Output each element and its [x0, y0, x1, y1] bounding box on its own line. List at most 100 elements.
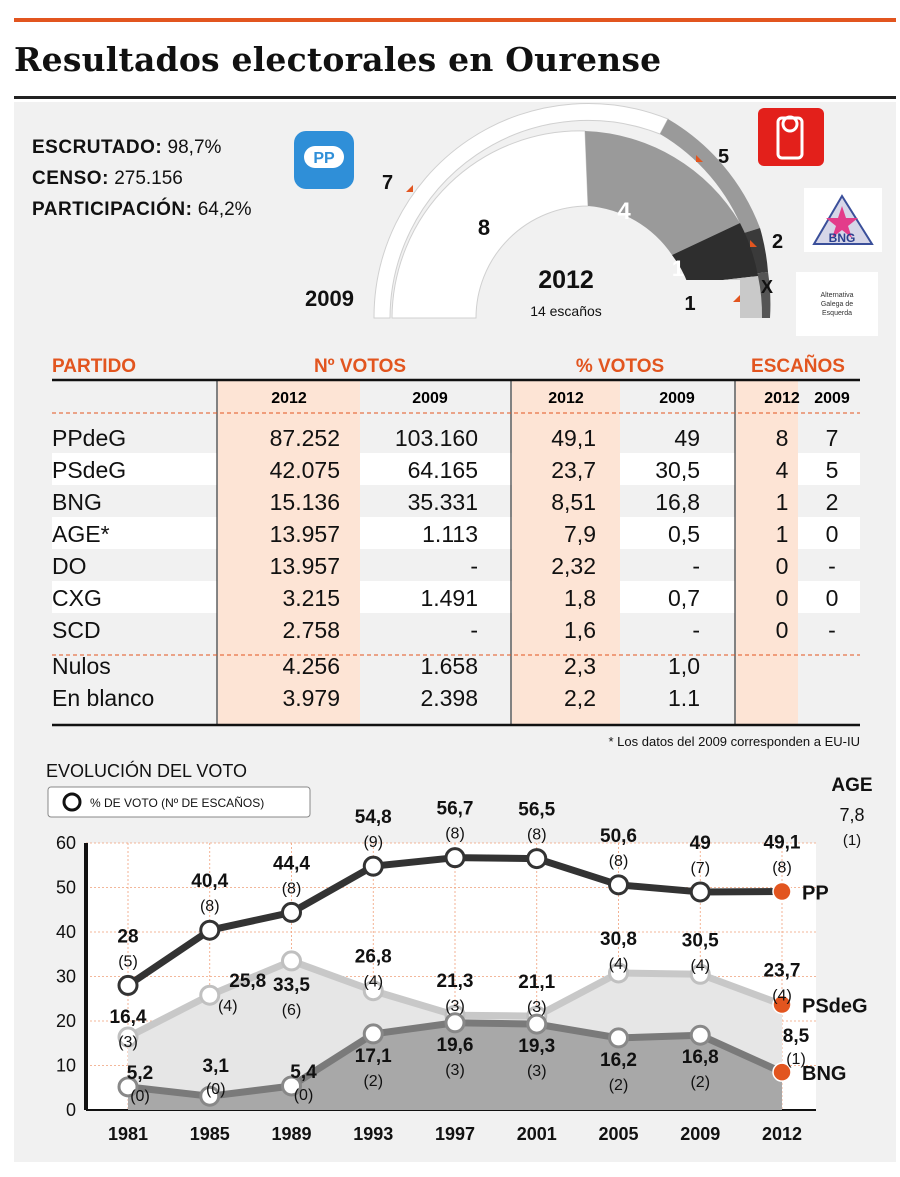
value-label-bng: 19,3: [518, 1036, 555, 1057]
value-label-bng: 5,4: [290, 1062, 317, 1083]
seat-label-pp: (8): [200, 898, 220, 915]
seat-label-psdeg: (4): [218, 998, 238, 1015]
seat-label-pp: (8): [772, 860, 792, 877]
table-row: DO 13.957 - 2,32 - 0 -: [52, 553, 836, 579]
escrutado-label: ESCRUTADO:: [32, 137, 163, 158]
cell-party: DO: [52, 553, 87, 579]
pct-2012-shade: [512, 380, 620, 724]
cell-p2012: 2,2: [564, 685, 596, 711]
value-label-bng: 5,2: [127, 1063, 153, 1084]
summary-stats: ESCRUTADO: 98,7% CENSO: 275.156 PARTICIP…: [32, 132, 252, 225]
header-votes: Nº VOTOS: [314, 356, 406, 377]
outer-age-label: X: [761, 277, 773, 297]
cell-v2009: -: [470, 553, 478, 579]
row-backgrounds: [52, 453, 860, 613]
cell-v2012: 87.252: [270, 425, 340, 451]
seats-2012-label: 14 escaños: [530, 303, 602, 319]
table-rows: PPdeG 87.252 103.160 49,1 49 8 7 PSdeG 42.075 64.…: [52, 425, 838, 711]
cell-v2009: 1.491: [420, 585, 478, 611]
series-label-psdeg: PSdeG: [802, 996, 868, 1018]
point-psdeg: [281, 950, 302, 972]
y-tick-label: 30: [56, 967, 76, 987]
y-tick-label: 0: [66, 1100, 76, 1120]
cell-p2009: 30,5: [655, 457, 700, 483]
table-row: PSdeG 42.075 64.165 23,7 30,5 4 5: [52, 457, 838, 483]
cell-p2009: -: [692, 617, 700, 643]
point-psdeg: [199, 984, 221, 1006]
cell-v2012: 15.136: [270, 489, 340, 515]
value-label-bng: 16,8: [682, 1047, 719, 1068]
x-tick-label: 2001: [517, 1124, 557, 1144]
escrutado-line: ESCRUTADO: 98,7%: [32, 132, 252, 163]
seat-label-bng: (0): [130, 1088, 150, 1105]
cell-v2012: 2.758: [282, 617, 340, 643]
row-stripe: [52, 517, 217, 549]
chart-title: EVOLUCIÓN DEL VOTO: [46, 760, 247, 781]
outer-psdeg-arc: [660, 119, 760, 233]
inner-bng-label: 1: [672, 256, 684, 281]
table-row: BNG 15.136 35.331 8,51 16,8 1 2: [52, 489, 838, 515]
x-tick-label: 1993: [353, 1124, 393, 1144]
legend-label: % DE VOTO (Nº DE ESCAÑOS): [90, 796, 264, 810]
cell-s2012: 0: [776, 553, 789, 579]
seat-label-pp: (8): [609, 853, 629, 870]
seat-label-pp: (8): [527, 827, 547, 844]
row-stripe: [52, 581, 217, 613]
participacion-value: 64,2%: [197, 199, 252, 220]
value-label-psdeg: 21,1: [518, 972, 555, 993]
seat-hemicycle: PP 7 8 4 1 1 2012 14 escaños 2009 5: [294, 102, 882, 336]
cell-v2009: 1.113: [422, 521, 478, 547]
table-row: Nulos 4.256 1.658 2,3 1,0: [52, 653, 700, 679]
cell-v2012: 13.957: [270, 553, 340, 579]
psdeg-logo: [758, 108, 824, 166]
y-tick-label: 10: [56, 1056, 76, 1076]
cell-p2012: 1,6: [564, 617, 596, 643]
pp-marker: [406, 185, 413, 192]
cell-s2012: 8: [776, 425, 789, 451]
point-bng: [281, 1075, 302, 1097]
cell-s2012: 0: [776, 585, 789, 611]
row-stripe: [798, 453, 860, 485]
age-annotation-seats: (1): [843, 832, 861, 849]
x-tick-label: 2012: [762, 1124, 802, 1144]
cell-p2012: 2,3: [564, 653, 596, 679]
seat-label-bng: (0): [206, 1081, 226, 1098]
value-label-psdeg: 21,3: [437, 971, 474, 992]
cell-p2012: 7,9: [564, 521, 596, 547]
value-label-psdeg: 30,8: [600, 929, 637, 950]
top-accent-line: [14, 18, 896, 22]
value-label-pp: 28: [117, 926, 138, 947]
legend-marker: [62, 792, 82, 812]
cell-p2009: -: [692, 553, 700, 579]
cell-party: En blanco: [52, 685, 154, 711]
cell-s2009: 5: [826, 457, 839, 483]
point-pp: [526, 848, 548, 870]
cell-p2012: 1,8: [564, 585, 596, 611]
cell-s2009: -: [828, 617, 836, 643]
cell-s2012: 0: [776, 617, 789, 643]
cell-v2012: 42.075: [270, 457, 340, 483]
seat-label-pp: (8): [445, 826, 465, 843]
value-label-bng: 19,6: [437, 1035, 474, 1056]
row-stripe: [798, 581, 860, 613]
value-label-pp: 40,4: [191, 871, 228, 892]
results-table: PARTIDO Nº VOTOS % VOTOS ESCAÑOS 2012 20…: [52, 355, 860, 749]
cell-s2009: 0: [826, 521, 839, 547]
cell-p2009: 1,0: [668, 653, 700, 679]
point-pp: [199, 919, 221, 941]
seat-label-pp: (5): [118, 953, 138, 970]
row-stripe: [620, 581, 735, 613]
seat-label-psdeg: (4): [609, 956, 629, 973]
point-pp: [608, 874, 629, 896]
bng-logo: BNG: [804, 188, 882, 252]
point-pp: [444, 847, 466, 869]
table-row: SCD 2.758 - 1,6 - 0 -: [52, 617, 836, 643]
y-tick-label: 20: [56, 1011, 76, 1031]
seat-label-bng: (3): [527, 1063, 547, 1080]
cell-v2009: 103.160: [395, 425, 478, 451]
point-bng: [117, 1076, 139, 1098]
seat-label-bng: (2): [609, 1077, 629, 1094]
chart-legend: [47, 786, 311, 818]
series-label-pp: PP: [802, 883, 829, 905]
seat-label-psdeg: (3): [527, 999, 547, 1016]
